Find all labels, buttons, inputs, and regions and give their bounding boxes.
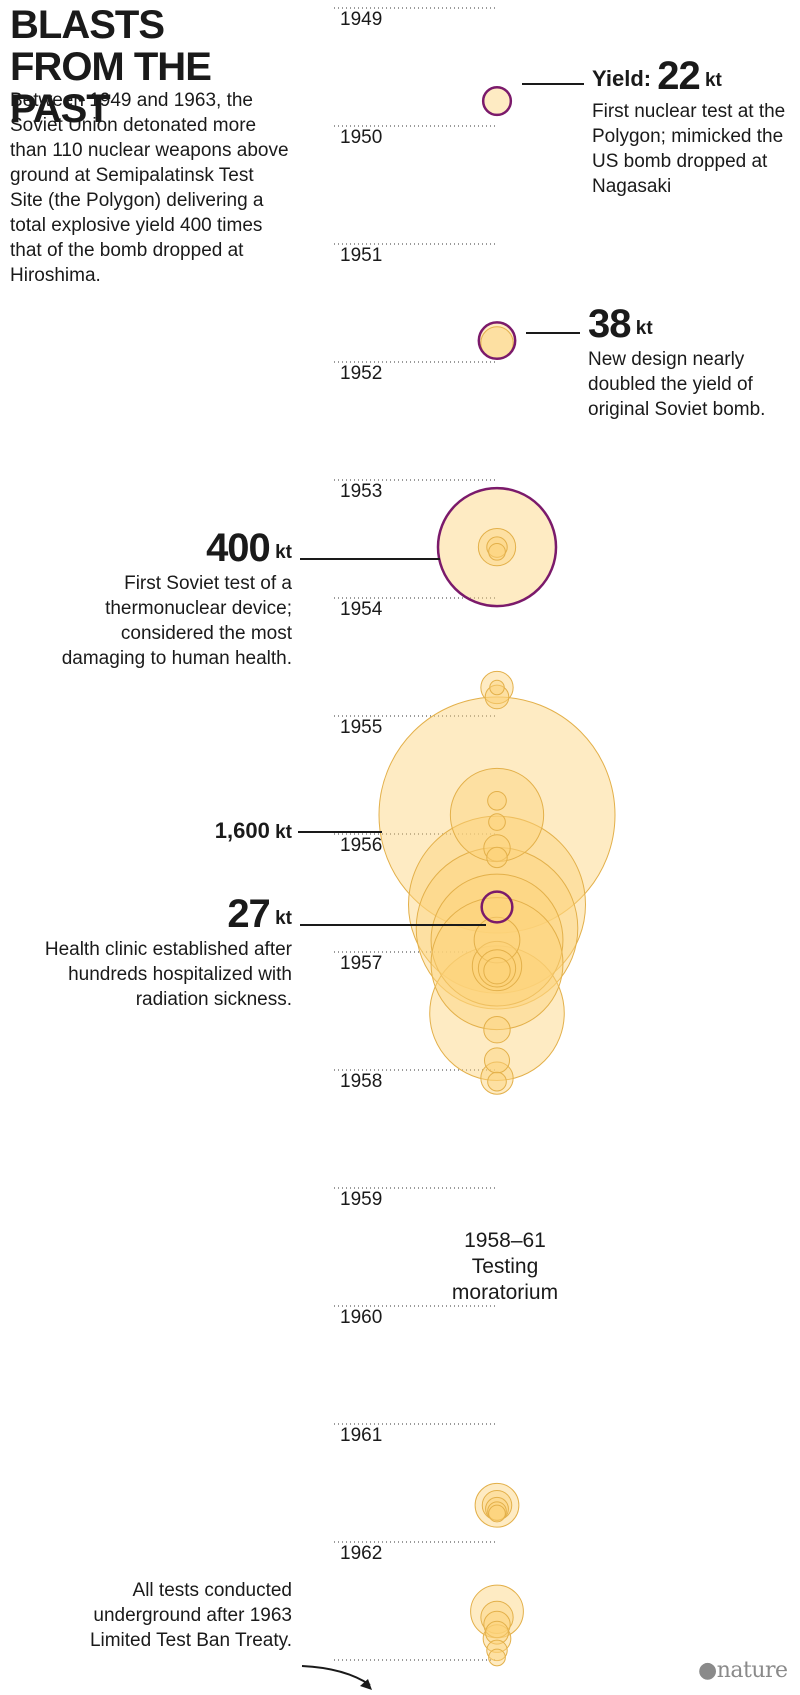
annotation-22kt-value: 22 [657,54,700,98]
annotation-treaty-text: All tests conducted underground after 19… [89,1580,292,1651]
year-label-1953: 1953 [340,481,383,502]
highlight-ring-22kt [481,85,513,117]
annotation-27kt-unit: kt [275,908,292,929]
bubble-8kt [488,813,506,831]
test-bubbles [378,85,616,1667]
annotation-27kt-headline: 27 kt [40,894,292,934]
annotation-38kt-unit: kt [635,318,653,339]
year-label-1954: 1954 [340,599,383,620]
annotation-38kt: 38 kt New design nearly doubled the yiel… [588,304,788,422]
bubble-20kt [483,1610,511,1639]
bubble-20kt [483,1016,511,1044]
intro-text: Between 1949 and 1963, the Soviet Union … [10,90,289,286]
annotation-1600kt-value: 1,600 [214,818,270,843]
year-label-1955: 1955 [340,717,383,738]
bubble-30kt [480,670,514,705]
annotation-38kt-headline: 38 kt [588,304,788,344]
annotation-22kt: Yield: 22 kt First nuclear test at the P… [592,56,792,199]
bubble-520kt [429,945,565,1081]
bubble-40kt [477,949,517,988]
bubble-20kt [483,957,511,985]
leader-treaty-arrow [301,1665,371,1686]
year-label-1956: 1956 [340,835,383,856]
annotation-27kt: 27 kt Health clinic established after hu… [40,894,292,1012]
bubble-40kt [477,527,517,567]
year-label-1957: 1957 [340,953,383,974]
bubble-1600kt [378,696,616,934]
annotation-27kt-value: 27 [227,892,270,936]
annotation-1600kt: 1,600 kt [120,818,292,845]
bubble-10kt [487,790,507,811]
bubble-60kt [473,916,521,964]
bubble-18kt [483,1047,511,1074]
annotation-1600kt-unit: kt [275,822,292,843]
annotation-400kt-unit: kt [275,542,292,563]
bubble-20kt [483,834,511,862]
annotation-400kt: 400 kt First Soviet test of a thermonucl… [60,528,292,671]
annotation-400kt-value: 400 [206,526,271,570]
annotation-treaty: All tests conducted underground after 19… [80,1578,292,1653]
year-gridlines [334,7,498,1661]
annotation-22kt-unit: kt [704,70,722,91]
nature-logo: ●nature [698,1658,788,1683]
bubble-500kt [430,873,564,1007]
year-label-1961: 1961 [340,1425,383,1446]
bubble-6kt [489,679,505,696]
year-label-1959: 1959 [340,1189,383,1210]
annotation-38kt-value: 38 [588,302,631,346]
annotation-27kt-text: Health clinic established after hundreds… [44,939,292,1010]
bubble-8kt [488,1648,506,1667]
annotation-22kt-headline: Yield: 22 kt [592,56,792,96]
highlight-ring-400kt [436,486,558,608]
chart-title: BLASTS FROM THE PAST [10,3,212,131]
bubble-10kt [487,1071,507,1092]
bubble-8kt [488,1504,506,1523]
bubble-12kt [486,846,508,869]
bubble-500kt [430,897,564,1031]
year-label-1949: 1949 [340,9,383,30]
year-label-1960: 1960 [340,1307,383,1328]
bubble-70kt [471,940,523,992]
bubble-15kt [485,1620,509,1645]
highlight-ring-27kt [480,890,514,924]
bubble-22kt [482,1624,512,1653]
arrow-head [360,1679,372,1690]
year-label-1950: 1950 [340,127,383,148]
annotation-22kt-prefix: Yield: [592,66,658,91]
bubble-12kt [486,1639,508,1662]
annotation-38kt-text: New design nearly doubled the yield of o… [588,349,766,420]
year-label-1952: 1952 [340,363,383,384]
annotation-leaders [298,83,584,1690]
annotation-1600kt-headline: 1,600 kt [120,818,292,845]
moratorium-label: 1958–61 Testing moratorium [451,1229,559,1304]
bubble-12kt [486,536,508,558]
year-label-1962: 1962 [340,1543,383,1564]
bubble-8kt [488,542,506,561]
highlight-ring-38kt [477,321,517,361]
year-label-1951: 1951 [340,245,383,266]
year-label-1958: 1958 [340,1071,383,1092]
bubble-30kt [480,1600,514,1635]
annotation-22kt-text: First nuclear test at the Polygon; mimic… [592,101,786,197]
annotation-400kt-headline: 400 kt [60,528,292,568]
nature-logo-text: nature [716,1658,788,1683]
annotation-400kt-text: First Soviet test of a thermonuclear dev… [61,573,292,669]
